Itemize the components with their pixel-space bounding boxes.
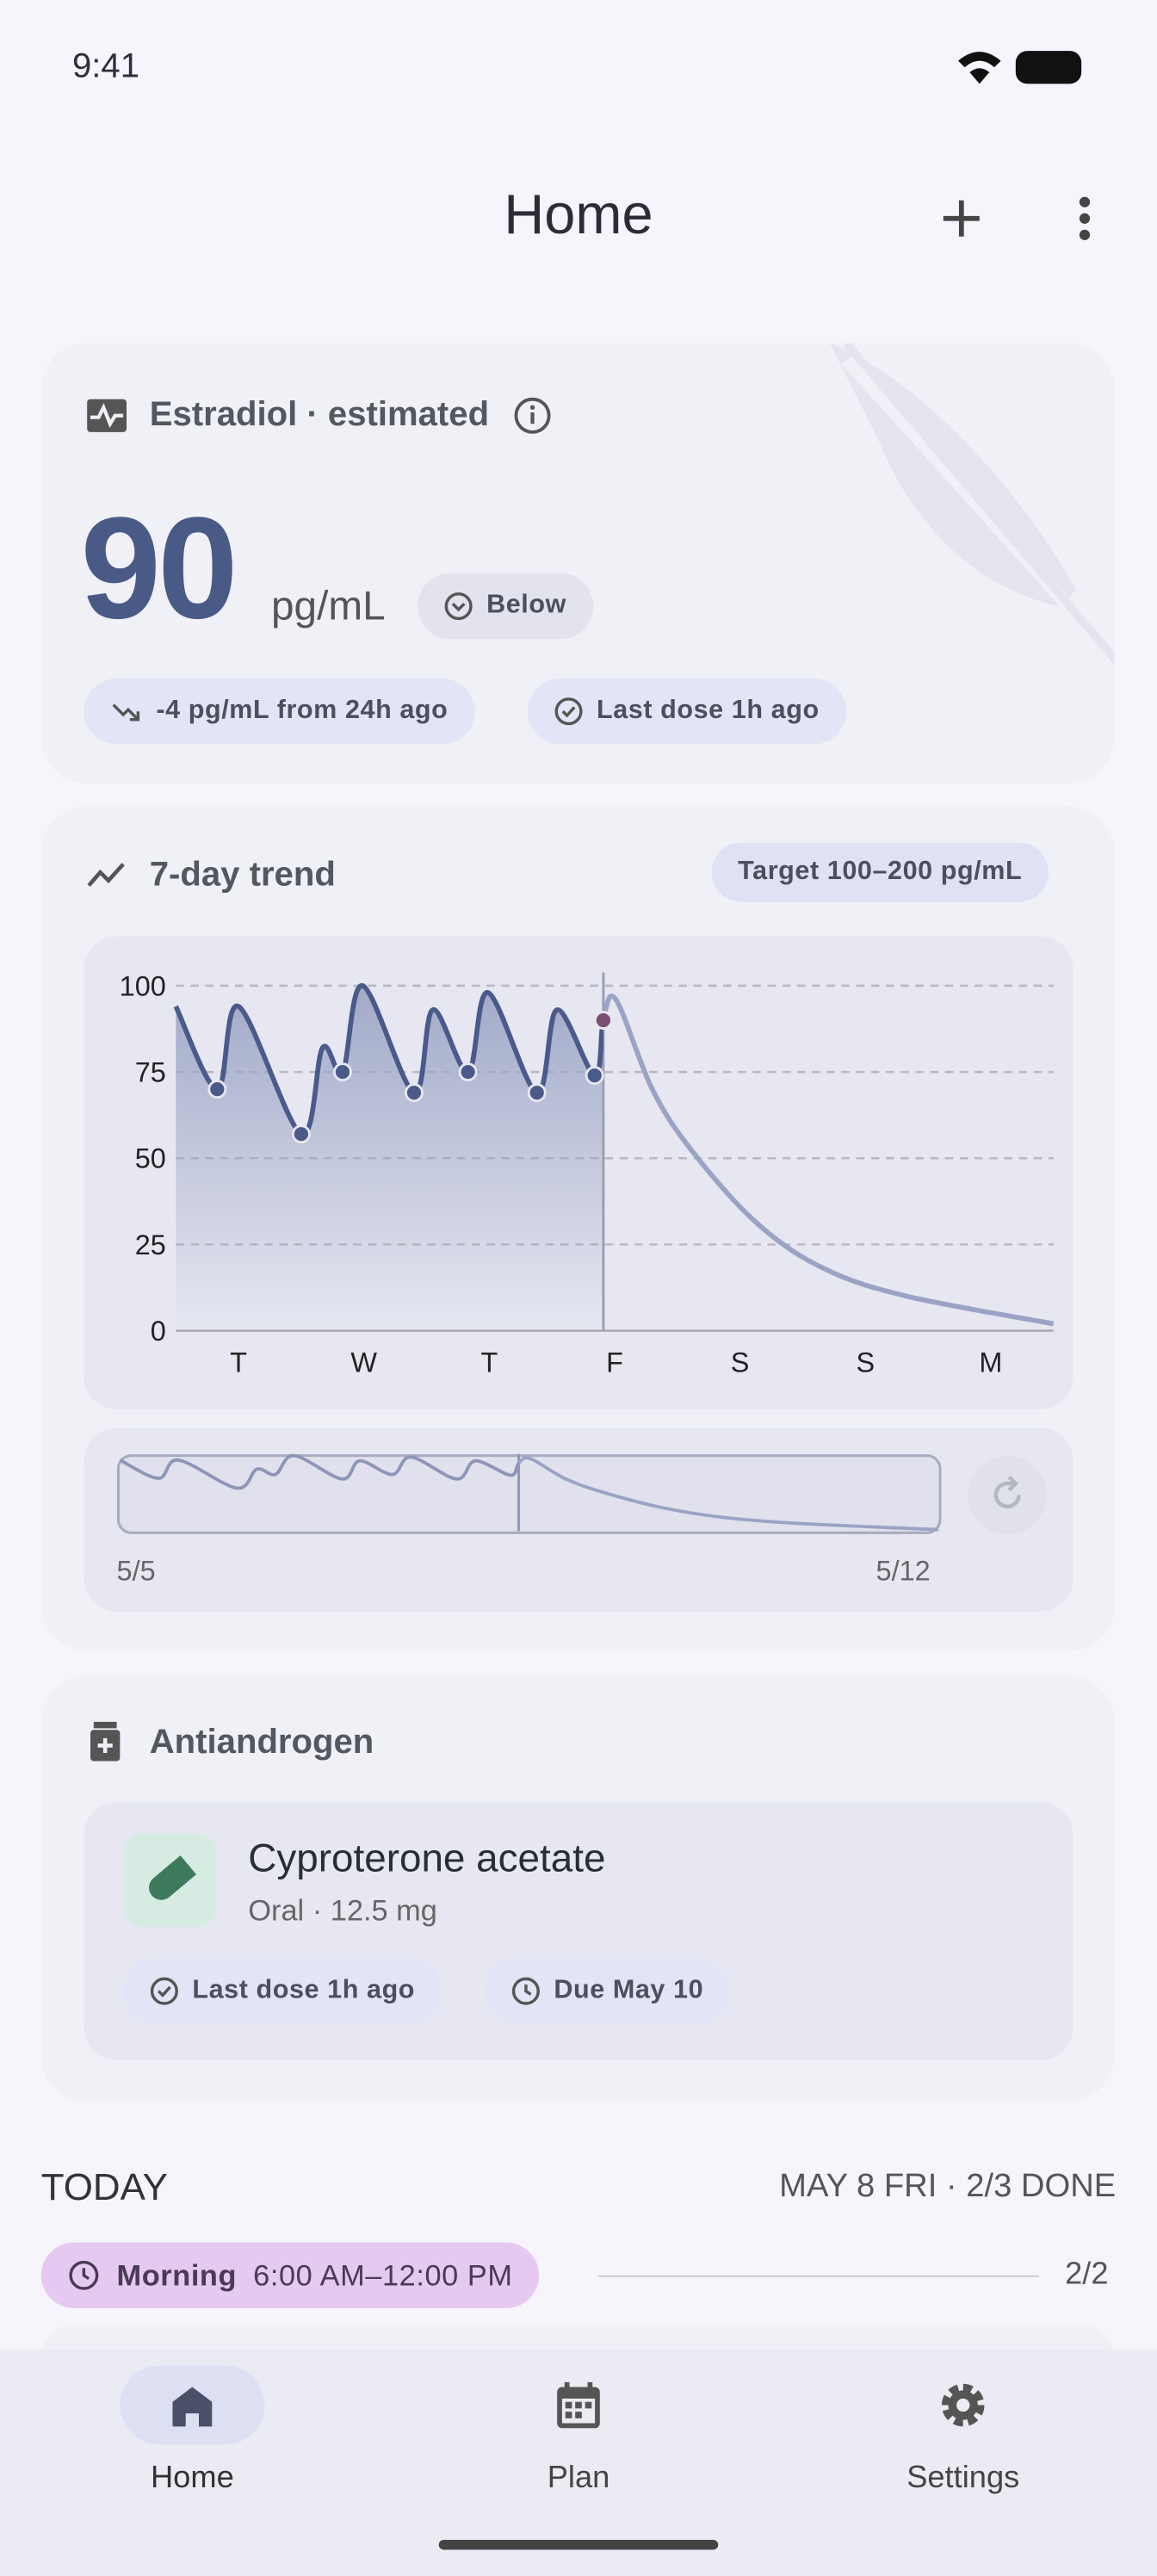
medication-detail: Oral · 12.5 mg bbox=[248, 1894, 437, 1928]
target-chip: Target 100–200 pg/mL bbox=[711, 842, 1049, 902]
medication-name: Cyproterone acetate bbox=[248, 1836, 606, 1881]
bottom-nav: Home Plan Settings bbox=[0, 2349, 1157, 2576]
home-indicator bbox=[438, 2540, 719, 2550]
estradiol-title: Estradiol · estimated bbox=[149, 395, 490, 434]
x-tick-label: S bbox=[856, 1347, 875, 1378]
overview-frame bbox=[116, 1454, 942, 1534]
slot-count: 2/2 bbox=[1065, 2257, 1109, 2292]
range-end: 5/12 bbox=[875, 1556, 931, 1588]
dose-point bbox=[458, 1062, 478, 1082]
dose-point bbox=[585, 1066, 604, 1086]
estradiol-value: 90 bbox=[80, 486, 238, 649]
today-title: TODAY bbox=[40, 2164, 168, 2208]
info-icon[interactable] bbox=[513, 396, 553, 436]
estradiol-card: Estradiol · estimated 90 pg/mL Below -4 … bbox=[40, 343, 1115, 784]
menu-button[interactable] bbox=[1068, 194, 1101, 246]
due-text: Due May 10 bbox=[554, 1976, 704, 2004]
y-tick-label: 100 bbox=[120, 970, 166, 1001]
morning-chip[interactable]: Morning 6:00 AM–12:00 PM bbox=[40, 2242, 540, 2308]
med-last-dose-chip: Last dose 1h ago bbox=[123, 1958, 442, 2024]
change-text: -4 pg/mL from 24h ago bbox=[156, 697, 449, 725]
target-text: Target 100–200 pg/mL bbox=[738, 858, 1023, 886]
y-tick-label: 25 bbox=[135, 1229, 166, 1260]
x-tick-label: F bbox=[606, 1347, 623, 1378]
change-chip: -4 pg/mL from 24h ago bbox=[84, 678, 474, 745]
last-dose-text: Last dose 1h ago bbox=[596, 697, 820, 725]
slot-name: Morning bbox=[116, 2257, 238, 2291]
pill-icon bbox=[123, 1833, 217, 1928]
reset-button[interactable] bbox=[967, 1454, 1049, 1536]
settings-icon[interactable] bbox=[937, 2379, 989, 2431]
past-area bbox=[176, 985, 603, 1331]
dose-point bbox=[405, 1083, 424, 1103]
dose-point bbox=[527, 1083, 547, 1103]
range-overview[interactable] bbox=[116, 1453, 944, 1536]
dose-point bbox=[291, 1124, 311, 1144]
med-last-dose-text: Last dose 1h ago bbox=[192, 1976, 416, 2004]
status-text: Below bbox=[486, 591, 566, 620]
trend-icon bbox=[87, 863, 125, 888]
x-tick-label: S bbox=[731, 1347, 750, 1378]
y-tick-label: 50 bbox=[135, 1143, 166, 1174]
home-icon[interactable] bbox=[168, 2382, 217, 2431]
y-tick-label: 0 bbox=[151, 1316, 166, 1347]
nav-label[interactable]: Settings bbox=[906, 2461, 1020, 2496]
x-tick-label: T bbox=[230, 1347, 247, 1378]
pulse-icon bbox=[87, 399, 127, 432]
slot-time: 6:00 AM–12:00 PM bbox=[253, 2257, 513, 2291]
x-tick-label: W bbox=[350, 1347, 377, 1378]
status-chip: Below bbox=[417, 573, 593, 640]
trend-line bbox=[119, 1453, 939, 1532]
today-summary: MAY 8 FRI · 2/3 DONE bbox=[779, 2168, 1117, 2205]
trend-title: 7-day trend bbox=[149, 856, 336, 895]
current-point bbox=[593, 1010, 613, 1030]
pill-bottle-icon bbox=[90, 1721, 121, 1762]
add-button[interactable] bbox=[937, 194, 986, 243]
app-title: Home bbox=[504, 183, 653, 247]
x-tick-label: T bbox=[480, 1347, 498, 1378]
last-dose-chip: Last dose 1h ago bbox=[527, 678, 846, 745]
status-time: 9:41 bbox=[71, 47, 140, 86]
slot-divider bbox=[597, 2275, 1039, 2277]
due-chip: Due May 10 bbox=[485, 1958, 730, 2024]
range-start: 5/5 bbox=[116, 1556, 156, 1588]
feather-decoration bbox=[830, 343, 1115, 669]
dose-point bbox=[332, 1062, 352, 1082]
y-tick-label: 75 bbox=[135, 1057, 166, 1088]
estradiol-unit: pg/mL bbox=[270, 583, 386, 629]
x-tick-label: M bbox=[979, 1347, 1002, 1378]
antiandrogen-title: Antiandrogen bbox=[149, 1723, 374, 1762]
nav-label[interactable]: Home bbox=[150, 2461, 234, 2496]
antiandrogen-card: Antiandrogen Cyproterone acetate Oral · … bbox=[40, 1675, 1115, 2102]
nav-label[interactable]: Plan bbox=[547, 2461, 610, 2496]
trend-chart: 0 25 50 75 100 T W T F S S M bbox=[120, 970, 1055, 1378]
status-icons bbox=[957, 51, 1082, 84]
dose-point bbox=[207, 1080, 227, 1099]
plan-icon[interactable] bbox=[552, 2379, 604, 2431]
